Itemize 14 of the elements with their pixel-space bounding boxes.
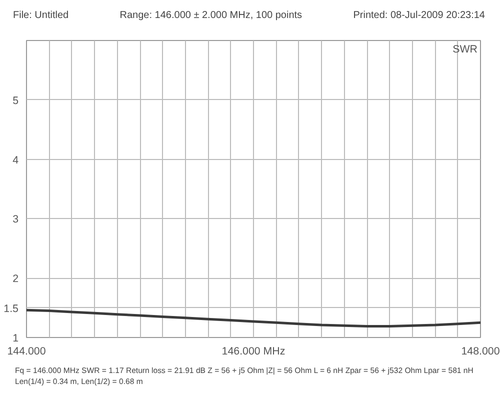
y-tick-label: 2 [12,273,19,286]
y-tick-label: 1 [12,332,19,344]
line-series [26,308,480,328]
text: Range: 146.000 ± 2.000 MHz, 100 points [120,9,302,23]
y-tick-label: 5 [12,94,19,107]
text: Printed: 08-Jul-2009 20:23:14 [353,9,485,23]
x-tick-label: 144.000 [7,346,46,358]
text: File: Untitled [13,9,69,23]
y-tick-label: 4 [12,154,19,166]
x-tick-label: 148.000 [461,346,500,358]
x-tick-label: 146.000 MHz [222,346,286,358]
y-tick-label: 3 [12,214,19,226]
y-tick-label: 1.5 [4,302,19,315]
y-axis-title: SWR [452,44,478,56]
